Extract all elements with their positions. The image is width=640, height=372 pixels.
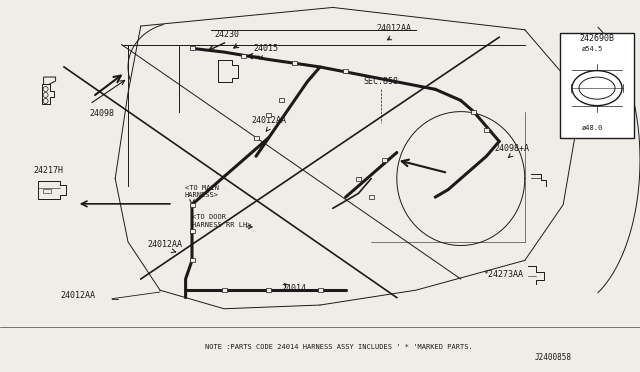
Bar xyxy=(189,46,195,50)
Bar xyxy=(369,195,374,199)
Bar xyxy=(279,99,284,102)
Text: 242690B: 242690B xyxy=(579,33,614,43)
Text: 24217H: 24217H xyxy=(33,166,63,175)
Bar xyxy=(253,136,259,140)
Text: 24012AA: 24012AA xyxy=(376,25,411,33)
Text: 24098+A: 24098+A xyxy=(495,144,529,153)
Text: J2400858: J2400858 xyxy=(535,353,572,362)
Text: 24012AA: 24012AA xyxy=(61,291,96,300)
Bar xyxy=(241,54,246,58)
Text: 24015: 24015 xyxy=(253,44,278,53)
Text: *24273AA: *24273AA xyxy=(483,270,524,279)
Bar xyxy=(292,61,297,65)
Text: 24230: 24230 xyxy=(214,30,240,39)
Text: <TO DOOR: <TO DOOR xyxy=(192,215,226,221)
Bar xyxy=(560,33,634,138)
Text: ø48.0: ø48.0 xyxy=(581,125,603,131)
Bar xyxy=(356,177,361,180)
Bar xyxy=(221,288,227,292)
Text: HARNESS RR LH>: HARNESS RR LH> xyxy=(192,222,252,228)
Bar xyxy=(484,128,489,132)
Text: SEC.858: SEC.858 xyxy=(364,77,398,86)
Bar xyxy=(343,69,348,73)
Text: ø54.5: ø54.5 xyxy=(581,46,603,52)
Bar xyxy=(189,259,195,262)
Bar xyxy=(317,288,323,292)
Text: 24098: 24098 xyxy=(90,109,115,118)
Text: <TO MAIN: <TO MAIN xyxy=(184,185,219,191)
Bar xyxy=(44,189,51,193)
Text: 24014: 24014 xyxy=(282,284,307,293)
Bar xyxy=(266,113,271,117)
Text: 24012AA: 24012AA xyxy=(252,116,286,125)
Bar xyxy=(266,288,271,292)
Text: HARNESS>: HARNESS> xyxy=(184,192,219,198)
Text: NOTE :PARTS CODE 24014 HARNESS ASSY INCLUDES ' * 'MARKED PARTS.: NOTE :PARTS CODE 24014 HARNESS ASSY INCL… xyxy=(205,344,473,350)
Bar xyxy=(189,229,195,232)
Bar xyxy=(189,203,195,206)
Bar xyxy=(471,110,476,113)
Bar xyxy=(381,158,387,162)
Text: 24012AA: 24012AA xyxy=(147,240,182,249)
